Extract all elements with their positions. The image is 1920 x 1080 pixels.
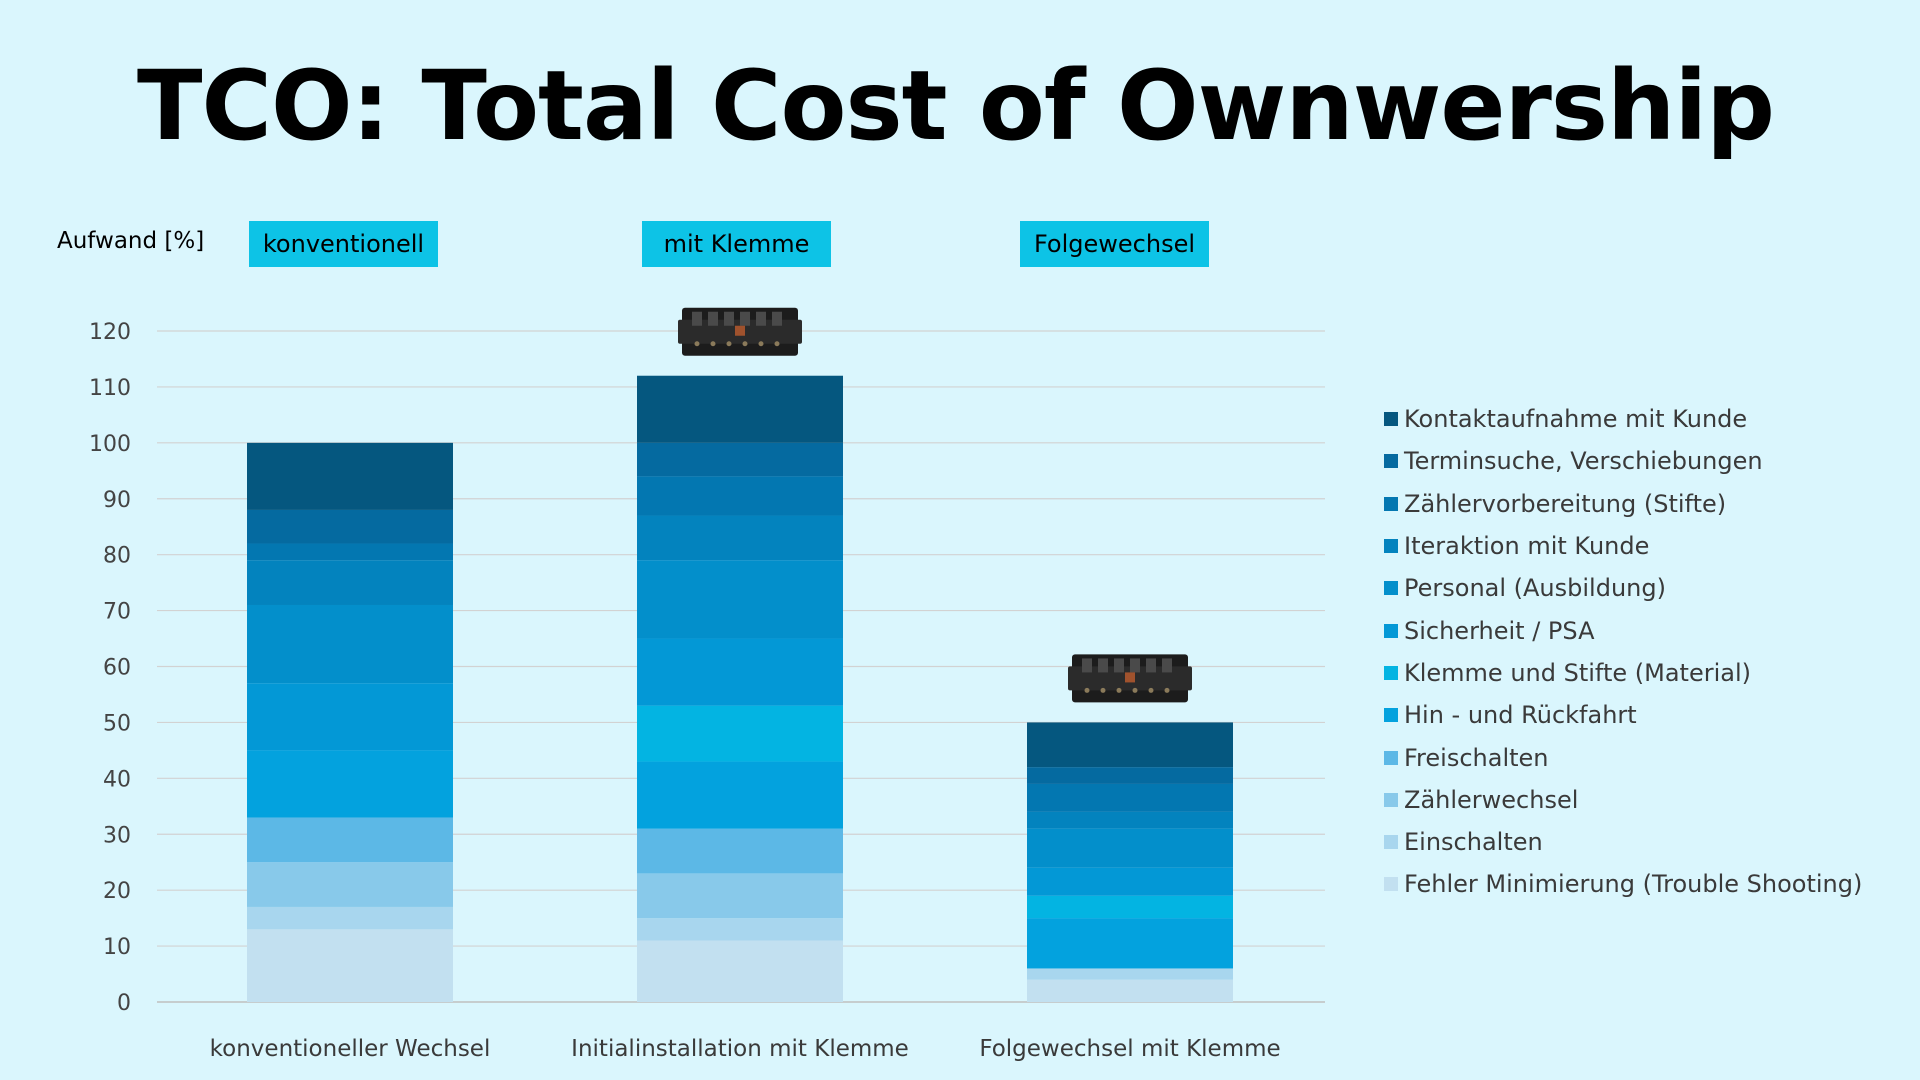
legend-swatch [1384, 454, 1398, 469]
legend-label: Freischalten [1404, 743, 1549, 772]
bar-segment-z-hlerwechsel [247, 862, 453, 907]
legend-swatch [1384, 581, 1398, 596]
bar-segment-personal-ausbildung [247, 604, 453, 684]
y-tick-label: 50 [103, 711, 131, 736]
page-title: TCO: Total Cost of Ownwership [137, 50, 1775, 162]
legend-swatch [1384, 750, 1398, 765]
bar-segment-sicherheit-psa [247, 683, 453, 751]
bar-segment-klemme-und-stifte-material [637, 705, 843, 762]
legend-item: Personal (Ausbildung) [1384, 567, 1862, 609]
legend-swatch [1384, 496, 1398, 511]
bar-segment-z-hlervorbereitung-stifte [637, 476, 843, 516]
legend-label: Zählervorbereitung (Stifte) [1404, 489, 1727, 518]
bar-segment-personal-ausbildung [637, 560, 843, 639]
chart-legend: Kontaktaufnahme mit Kunde Terminsuche, Ve… [1384, 398, 1862, 906]
bar-segment-sicherheit-psa [1027, 867, 1233, 896]
bar-segment-z-hlerwechsel [637, 873, 843, 919]
bar-segment-hin-und-r-ckfahrt [1027, 918, 1233, 969]
y-tick-label: 10 [103, 935, 131, 960]
bar-segment-fehler-minimierung-trouble-shooting [247, 929, 453, 1002]
y-tick-label: 100 [89, 432, 131, 457]
bar-segment-fehler-minimierung-trouble-shooting [1027, 979, 1233, 1002]
legend-label: Klemme und Stifte (Material) [1404, 658, 1751, 687]
legend-item: Freischalten [1384, 736, 1862, 778]
tag-konventionell: konventionell [249, 221, 438, 267]
legend-swatch [1384, 877, 1398, 892]
bar-segment-z-hlervorbereitung-stifte [247, 543, 453, 561]
legend-item: Hin - und Rückfahrt [1384, 694, 1862, 736]
y-tick-label: 20 [103, 879, 131, 904]
meter-clamp-device-image [1068, 654, 1192, 703]
legend-item: Iteraktion mit Kunde [1384, 525, 1862, 567]
y-tick-label: 30 [103, 823, 131, 848]
meter-clamp-device-image [678, 307, 802, 356]
legend-label: Hin - und Rückfahrt [1404, 701, 1637, 730]
bar-segment-iteraktion-mit-kunde [247, 560, 453, 605]
legend-label: Zählerwechsel [1404, 785, 1579, 814]
y-tick-label: 80 [103, 544, 131, 569]
bar-segment-sicherheit-psa [637, 638, 843, 706]
legend-swatch [1384, 708, 1398, 723]
bar-segment-fehler-minimierung-trouble-shooting [637, 940, 843, 1002]
legend-item: Zählervorbereitung (Stifte) [1384, 483, 1862, 525]
y-tick-label: 40 [103, 767, 131, 792]
bar-segment-hin-und-r-ckfahrt [637, 761, 843, 829]
bar-segment-iteraktion-mit-kunde [1027, 811, 1233, 829]
bar-segment-kontaktaufnahme-mit-kunde [1027, 722, 1233, 768]
bar-segment-z-hlervorbereitung-stifte [1027, 783, 1233, 812]
legend-swatch [1384, 623, 1398, 638]
legend-item: Fehler Minimierung (Trouble Shooting) [1384, 863, 1862, 905]
legend-item: Klemme und Stifte (Material) [1384, 652, 1862, 694]
bar-segment-personal-ausbildung [1027, 828, 1233, 868]
legend-swatch [1384, 835, 1398, 850]
bar-segment-terminsuche-verschiebungen [637, 442, 843, 477]
legend-label: Einschalten [1404, 828, 1543, 857]
legend-label: Sicherheit / PSA [1404, 616, 1595, 645]
x-category-label: konventioneller Wechsel [210, 1036, 491, 1062]
y-tick-label: 0 [117, 991, 131, 1016]
bar-segment-terminsuche-verschiebungen [247, 509, 453, 544]
bar-segment-kontaktaufnahme-mit-kunde [637, 375, 843, 443]
legend-label: Terminsuche, Verschiebungen [1404, 447, 1763, 476]
legend-swatch [1384, 412, 1398, 427]
legend-item: Kontaktaufnahme mit Kunde [1384, 398, 1862, 440]
bar-segment-hin-und-r-ckfahrt [247, 750, 453, 818]
bar-segment-einschalten [637, 918, 843, 941]
y-tick-label: 60 [103, 656, 131, 681]
bar-segment-einschalten [1027, 968, 1233, 980]
bar-segment-freischalten [247, 817, 453, 863]
legend-swatch [1384, 665, 1398, 680]
legend-label: Fehler Minimierung (Trouble Shooting) [1404, 870, 1863, 899]
bar-segment-terminsuche-verschiebungen [1027, 767, 1233, 784]
legend-label: Kontaktaufnahme mit Kunde [1404, 405, 1748, 434]
y-axis-label: Aufwand [%] [57, 228, 205, 254]
bar-segment-einschalten [247, 906, 453, 930]
legend-swatch [1384, 792, 1398, 807]
legend-item: Einschalten [1384, 821, 1862, 863]
legend-item: Zählerwechsel [1384, 779, 1862, 821]
tag-folgewechsel: Folgewechsel [1020, 221, 1209, 267]
legend-item: Terminsuche, Verschiebungen [1384, 440, 1862, 482]
y-tick-label: 110 [89, 376, 131, 401]
legend-label: Iteraktion mit Kunde [1404, 532, 1650, 561]
legend-swatch [1384, 539, 1398, 554]
legend-label: Personal (Ausbildung) [1404, 574, 1666, 603]
y-tick-label: 120 [89, 320, 131, 345]
x-category-label: Folgewechsel mit Klemme [979, 1036, 1280, 1062]
bar-segment-klemme-und-stifte-material [1027, 895, 1233, 919]
x-category-label: Initialinstallation mit Klemme [571, 1036, 909, 1062]
bar-segment-freischalten [637, 828, 843, 874]
y-tick-label: 70 [103, 600, 131, 625]
y-tick-label: 90 [103, 488, 131, 513]
bar-segment-iteraktion-mit-kunde [637, 515, 843, 561]
bar-segment-kontaktaufnahme-mit-kunde [247, 442, 453, 510]
tag-mit-klemme: mit Klemme [642, 221, 831, 267]
legend-item: Sicherheit / PSA [1384, 609, 1862, 651]
